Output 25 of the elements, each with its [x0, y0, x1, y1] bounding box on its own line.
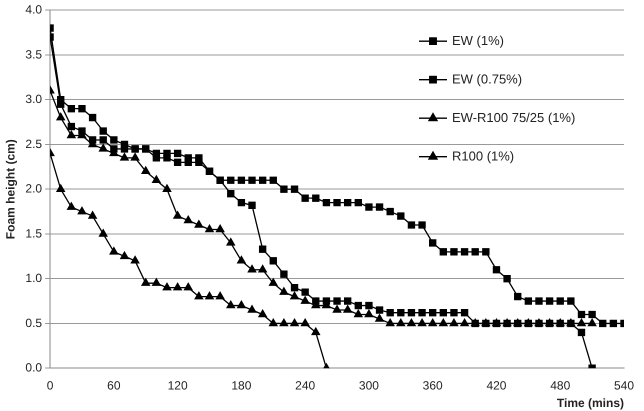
legend-label: EW-R100 75/25 (1%)	[452, 110, 576, 125]
x-axis-title: Time (mins)	[556, 396, 624, 410]
y-axis-title: Foam height (cm)	[4, 139, 18, 240]
legend-label: R100 (1%)	[452, 148, 514, 164]
y-tick-label: 3.5	[25, 47, 42, 62]
x-tick-label: 180	[231, 378, 252, 393]
x-tick-label: 300	[358, 378, 380, 393]
x-tick-label: 420	[486, 378, 507, 393]
y-tick-label: 0.0	[25, 360, 42, 375]
y-tick-label: 1.0	[25, 271, 42, 286]
y-tick-label: 1.5	[25, 226, 42, 240]
x-tick-label: 60	[107, 378, 121, 393]
x-tick-label: 360	[422, 378, 444, 393]
legend-label: EW (0.75%)	[452, 71, 522, 86]
x-tick-label: 0	[46, 378, 54, 393]
x-tick-label: 540	[614, 378, 634, 393]
y-tick-label: 0.5	[25, 316, 42, 330]
y-tick-label: 2.0	[25, 182, 42, 196]
x-tick-label: 120	[168, 378, 188, 393]
x-tick-label: 240	[295, 378, 316, 393]
legend-label: EW (1%)	[452, 32, 504, 48]
y-tick-label: 4.0	[25, 2, 42, 17]
x-tick-label: 480	[550, 378, 571, 393]
y-tick-label: 2.5	[25, 136, 42, 151]
y-tick-label: 3.0	[25, 92, 42, 106]
